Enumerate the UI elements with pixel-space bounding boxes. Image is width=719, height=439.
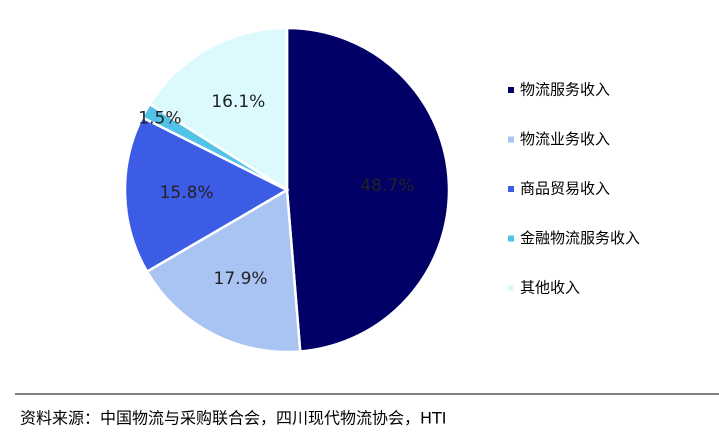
value-label: 48.7%	[360, 176, 414, 196]
legend-swatch	[508, 87, 514, 93]
legend-label: 商品贸易收入	[520, 180, 610, 198]
legend-swatch	[508, 136, 514, 143]
value-label: 16.1%	[211, 92, 265, 112]
pie-slice	[123, 115, 290, 274]
value-label: 15.8%	[160, 183, 214, 203]
source-note: 资料来源：中国物流与采购联合会，四川现代物流协会，HTI	[20, 409, 447, 428]
legend-swatch	[508, 285, 514, 291]
value-label: 1.5%	[138, 109, 181, 129]
legend-label: 金融物流服务收入	[520, 229, 640, 247]
pie-slice	[145, 187, 302, 354]
pie-slice	[147, 26, 289, 193]
legend-label: 物流业务收入	[520, 130, 610, 148]
legend-swatch	[508, 235, 514, 242]
pie-slice	[285, 26, 451, 353]
legend-swatch	[508, 186, 514, 192]
legend-label: 其他收入	[520, 279, 580, 297]
legend-label: 物流服务收入	[520, 81, 610, 99]
value-label: 17.9%	[214, 269, 268, 289]
